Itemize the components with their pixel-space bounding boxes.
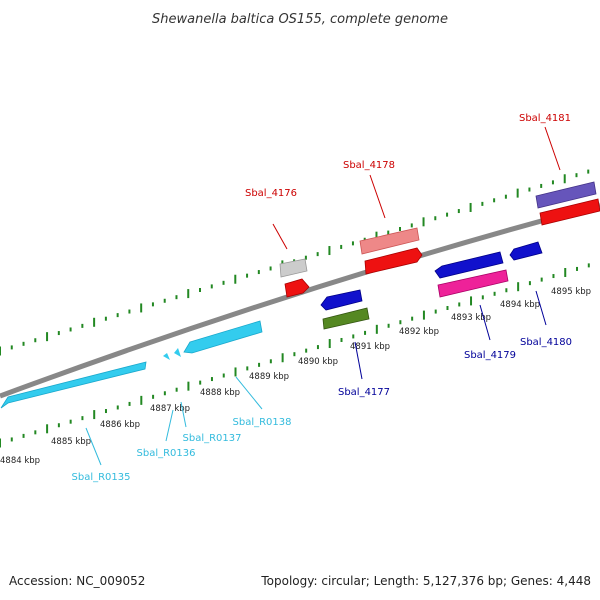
gene-Sbal_R0136[interactable]	[163, 353, 170, 360]
gene-label[interactable]: Sbal_4176	[245, 188, 297, 199]
callout-line	[180, 401, 187, 428]
kbp-label: 4887 kbp	[150, 404, 190, 414]
gene-Sbal_4179[interactable]	[434, 251, 504, 279]
callout-line	[272, 223, 288, 250]
kbp-labels: 4884 kbp 4885 kbp 4886 kbp 4887 kbp 4888 kbp…	[0, 287, 591, 466]
gene-Sbal_4176-red[interactable]	[284, 278, 310, 298]
gene-Sbal_4178-red[interactable]	[364, 247, 423, 275]
gene-Sbal_R0137[interactable]	[174, 348, 181, 357]
callout-line	[535, 290, 547, 326]
kbp-label: 4885 kbp	[51, 437, 91, 447]
gene-label[interactable]: Sbal_4181	[519, 113, 571, 124]
map-title: Shewanella baltica OS155, complete genom…	[152, 12, 448, 27]
kbp-label: 4895 kbp	[551, 287, 591, 297]
callout-line	[479, 304, 491, 341]
gene-label[interactable]: Sbal_R0137	[183, 433, 242, 444]
gene-label[interactable]: Sbal_4179	[464, 350, 516, 361]
gene-label[interactable]: Sbal_4177	[338, 387, 390, 398]
gene-label[interactable]: Sbal_R0135	[72, 472, 131, 483]
gene-Sbal_4177[interactable]	[320, 289, 363, 311]
callout-line	[165, 409, 174, 442]
callout-line	[354, 341, 363, 380]
gene-Sbal_4177-olive[interactable]	[322, 307, 370, 330]
kbp-label: 4886 kbp	[100, 420, 140, 430]
kbp-label: 4884 kbp	[0, 456, 40, 466]
gene-label[interactable]: Sbal_4180	[520, 337, 572, 348]
callout-line	[544, 126, 561, 171]
gene-Sbal_R0138[interactable]	[183, 320, 263, 354]
callout-line	[369, 174, 386, 219]
gene-Sbal_4180[interactable]	[509, 241, 543, 261]
kbp-label: 4894 kbp	[500, 300, 540, 310]
accession-text: Accession: NC_009052	[9, 574, 146, 588]
gene-Sbal_4178[interactable]	[359, 227, 420, 255]
kbp-label: 4892 kbp	[399, 327, 439, 337]
gene-callouts: Sbal_R0135 Sbal_R0136 Sbal_R0137 Sbal_R0138…	[72, 113, 573, 483]
kbp-label: 4893 kbp	[451, 313, 491, 323]
kbp-label: 4888 kbp	[200, 388, 240, 398]
kbp-label: 4890 kbp	[298, 357, 338, 367]
lower-scale-ticks	[0, 263, 590, 448]
gene-label[interactable]: Sbal_R0138	[233, 417, 292, 428]
gene-label[interactable]: Sbal_R0136	[137, 448, 196, 459]
topology-summary: Topology: circular; Length: 5,127,376 bp…	[261, 574, 591, 588]
kbp-label: 4891 kbp	[350, 342, 390, 352]
gene-Sbal_4181[interactable]	[535, 181, 597, 209]
gene-Sbal_4179-pink[interactable]	[437, 269, 509, 298]
gene-Sbal_4181-red[interactable]	[539, 198, 600, 226]
callout-line	[235, 376, 263, 410]
gene-label[interactable]: Sbal_4178	[343, 160, 395, 171]
gene-Sbal_R0135[interactable]	[0, 361, 147, 409]
kbp-label: 4889 kbp	[249, 372, 289, 382]
gene-Sbal_4176[interactable]	[279, 258, 308, 278]
callout-line	[85, 427, 102, 466]
